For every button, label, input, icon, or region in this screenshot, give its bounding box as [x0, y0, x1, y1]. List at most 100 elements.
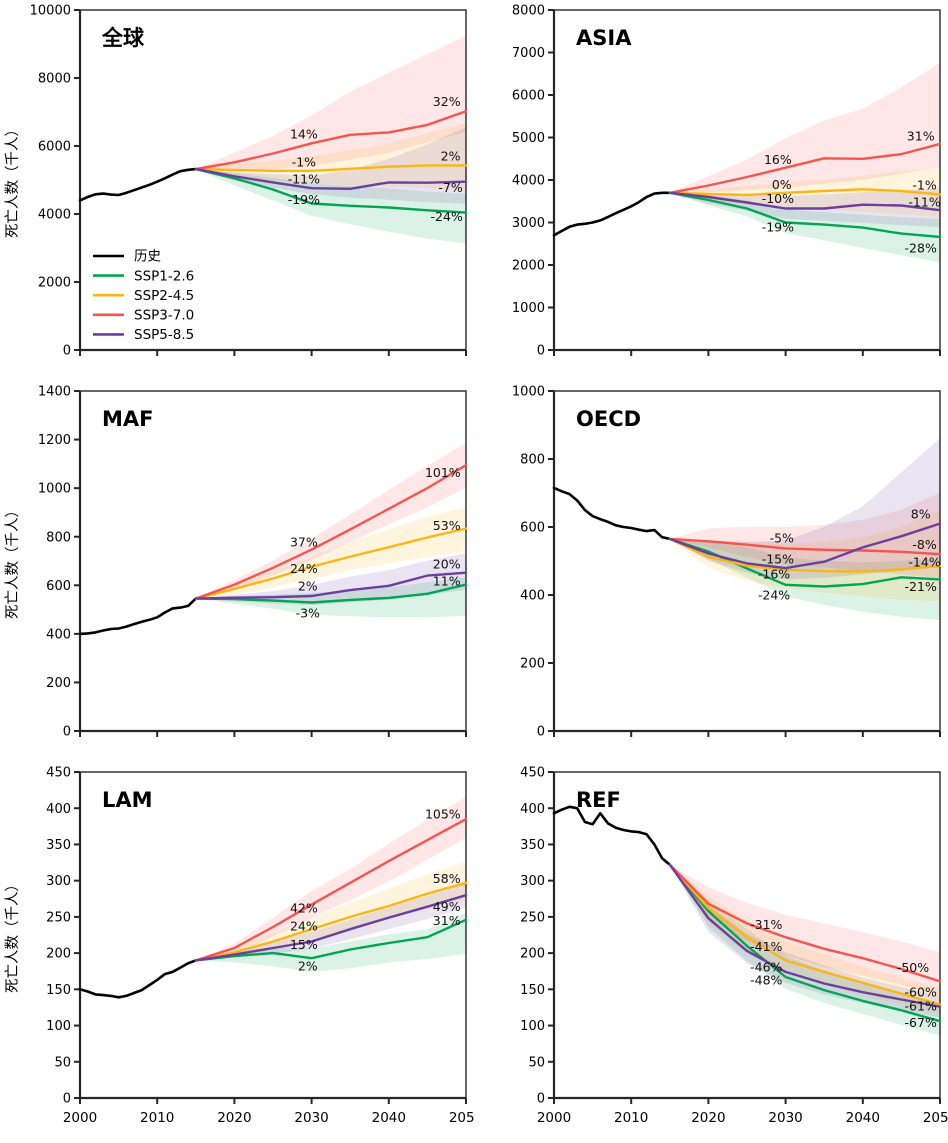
y-tick-label: 5000 [512, 131, 545, 146]
percent-label-SSP1-2.6: 11% [433, 574, 461, 589]
legend: 历史 SSP1-2.6 SSP2-4.5 SSP3-7.0 SSP5-8.5 [93, 249, 194, 343]
panel-title: REF [576, 788, 621, 812]
band-SSP3-7.0 [669, 492, 940, 578]
y-tick-label: 250 [46, 910, 71, 925]
percent-label-SSP3-7.0: 31% [907, 129, 935, 144]
panel-global-chart: 0 2000 4000 6000 8000 10000 死亡人数（千人） -19% -24% -1… [4, 4, 468, 359]
band-SSP2-4.5 [669, 509, 940, 602]
y-tick-label: 200 [520, 947, 545, 962]
series-line-SSP1-2.6 [194, 167, 468, 214]
series-line-SSP1-2.6 [194, 583, 468, 604]
percent-label-SSP5-8.5: 15% [290, 937, 318, 952]
percent-label-SSP3-7.0: 32% [433, 94, 461, 109]
percent-label-SSP1-2.6: -67% [905, 1015, 937, 1030]
legend-label-历史: 历史 [134, 249, 161, 265]
historical-line [78, 597, 198, 636]
series-line-SSP5-8.5 [668, 522, 942, 570]
y-tick-label: 7000 [512, 46, 545, 61]
percent-label-SSP1-2.6: -21% [905, 579, 937, 594]
y-tick-label: 350 [46, 838, 71, 853]
band-SSP1-2.6 [195, 912, 467, 972]
y-tick-label: 200 [520, 657, 545, 672]
band-SSP3-7.0 [195, 35, 467, 172]
series-line-SSP3-7.0 [194, 110, 468, 171]
y-tick-label: 8000 [512, 4, 545, 19]
series-line-SSP2-4.5 [194, 527, 468, 600]
percent-label-SSP5-8.5: 49% [433, 899, 461, 914]
y-tick-label: 0 [63, 1092, 71, 1107]
series-line-SSP2-4.5 [194, 164, 468, 173]
series-line-SSP2-4.5 [668, 188, 942, 197]
band-SSP2-4.5 [195, 507, 467, 599]
series-line-SSP3-7.0 [194, 463, 468, 600]
y-tick-label: 800 [520, 453, 545, 468]
y-tick-label: 0 [537, 1092, 545, 1107]
percent-label-SSP5-8.5: -46% [750, 959, 782, 974]
y-tick-label: 600 [520, 521, 545, 536]
band-SSP2-4.5 [669, 864, 940, 1014]
x-tick-label: 2010 [614, 1110, 648, 1126]
percent-label-SSP1-2.6: -19% [288, 192, 320, 207]
x-tick-label: 2050 [923, 1110, 948, 1126]
x-tick-label: 2010 [140, 1110, 174, 1126]
x-tick-label: 2040 [372, 1110, 406, 1126]
percent-label-SSP2-4.5: -1% [292, 155, 316, 170]
y-tick-label: 450 [46, 766, 71, 781]
series-line-SSP3-7.0 [668, 142, 942, 195]
panel-ref-chart: 0 50 100 150 200 250 300 350 400 450 2000 2010 2020 2… [520, 766, 948, 1126]
y-tick-label: 400 [46, 802, 71, 817]
band-SSP3-7.0 [195, 796, 467, 961]
y-tick-label: 400 [520, 802, 545, 817]
y-tick-label: 0 [63, 344, 71, 359]
y-tick-label: 6000 [512, 89, 545, 104]
percent-label-SSP2-4.5: -16% [758, 566, 790, 581]
y-tick-label: 1000 [38, 482, 71, 497]
percent-label-SSP1-2.6: -3% [296, 606, 320, 621]
percent-label-SSP3-7.0: 16% [764, 152, 792, 167]
percent-label-SSP3-7.0: -31% [750, 917, 782, 932]
y-tick-label: 2000 [512, 259, 545, 274]
y-tick-label: 250 [520, 910, 545, 925]
panel-title: LAM [102, 788, 153, 812]
series-line-SSP3-7.0 [668, 863, 942, 983]
percent-label-SSP2-4.5: -14% [908, 554, 940, 569]
percent-label-SSP5-8.5: -7% [438, 180, 462, 195]
series-line-SSP5-8.5 [194, 571, 468, 600]
series-line-SSP2-4.5 [668, 537, 942, 573]
y-tick-label: 10000 [30, 4, 71, 19]
percent-label-SSP5-8.5: -11% [908, 194, 940, 209]
panel-title: OECD [576, 407, 641, 431]
legend-label-SSP2-4.5: SSP2-4.5 [134, 288, 194, 304]
percent-label-SSP3-7.0: 101% [425, 465, 461, 480]
percent-label-SSP2-4.5: -41% [750, 939, 782, 954]
percent-label-SSP1-2.6: -28% [905, 240, 937, 255]
y-tick-label: 1000 [512, 301, 545, 316]
percent-label-SSP3-7.0: 105% [425, 806, 461, 821]
historical-line [78, 959, 198, 999]
percent-label-SSP1-2.6: -19% [762, 220, 794, 235]
percent-label-SSP5-8.5: -61% [905, 998, 937, 1013]
historical-line [552, 191, 672, 237]
percent-label-SSP5-8.5: -11% [288, 171, 320, 186]
y-tick-label: 150 [46, 983, 71, 998]
y-tick-label: 50 [528, 1055, 545, 1070]
historical-line [552, 486, 672, 541]
y-tick-label: 6000 [38, 140, 71, 155]
y-axis-label: 死亡人数（千人） [4, 122, 21, 238]
percent-label-SSP2-4.5: -1% [912, 177, 936, 192]
series-line-SSP3-7.0 [668, 537, 942, 556]
percent-label-SSP3-7.0: 37% [290, 534, 318, 549]
band-SSP5-8.5 [195, 883, 467, 961]
y-tick-label: 600 [46, 579, 71, 594]
percent-label-SSP2-4.5: 24% [290, 919, 318, 934]
band-SSP5-8.5 [195, 553, 467, 605]
y-tick-label: 2000 [38, 276, 71, 291]
y-tick-label: 4000 [512, 174, 545, 189]
x-tick-label: 2040 [846, 1110, 880, 1126]
y-tick-label: 0 [63, 725, 71, 740]
series-line-SSP2-4.5 [668, 863, 942, 1006]
x-tick-label: 2000 [63, 1110, 97, 1126]
percent-label-SSP1-2.6: -24% [431, 209, 463, 224]
